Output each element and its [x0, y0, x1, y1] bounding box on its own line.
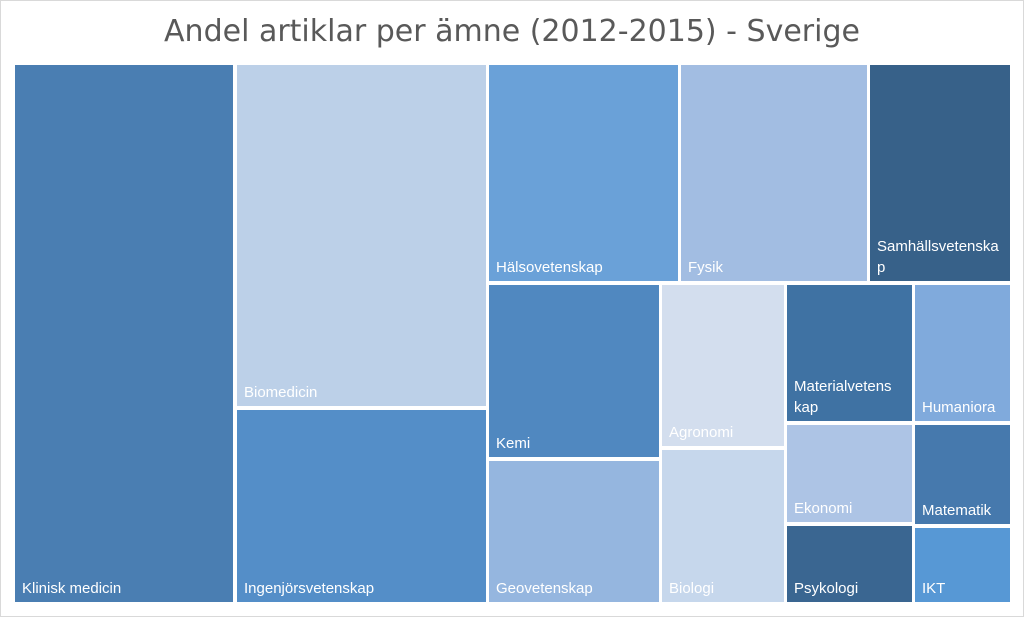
treemap-label-psykologi: Psykologi — [794, 580, 858, 597]
treemap-label-humaniora: Humaniora — [922, 399, 996, 416]
treemap-label-klinisk-medicin: Klinisk medicin — [22, 580, 121, 597]
treemap-label-ikt: IKT — [922, 580, 945, 597]
treemap-tile-ikt — [915, 528, 1010, 602]
treemap-label-geovetenskap: Geovetenskap — [496, 580, 593, 597]
treemap-tile-ekonomi — [787, 425, 912, 522]
treemap-label-ekonomi: Ekonomi — [794, 500, 852, 517]
treemap-tile-matematik — [915, 425, 1010, 524]
treemap-tile-klinisk-medicin — [15, 65, 233, 602]
treemap-tile-humaniora — [915, 285, 1010, 421]
treemap-label-biomedicin: Biomedicin — [244, 384, 317, 401]
treemap-label-kemi: Kemi — [496, 435, 530, 452]
treemap-label-halsovetenskap: Hälsovetenskap — [496, 259, 603, 276]
treemap-label-materialvetens-kap: Materialvetens kap — [794, 378, 892, 416]
treemap-tile-samhallsvetenska-p — [870, 65, 1010, 281]
treemap-tile-biomedicin — [237, 65, 486, 406]
treemap-tile-psykologi — [787, 526, 912, 602]
treemap-tile-fysik — [681, 65, 867, 281]
treemap-label-biologi: Biologi — [669, 580, 714, 597]
treemap-label-agronomi: Agronomi — [669, 424, 733, 441]
treemap-tile-biologi — [662, 450, 784, 602]
treemap-tile-geovetenskap — [489, 461, 659, 602]
treemap-tile-halsovetenskap — [489, 65, 678, 281]
treemap-label-matematik: Matematik — [922, 502, 992, 519]
treemap-tile-ingenjorsvetenskap — [237, 410, 486, 602]
treemap-label-fysik: Fysik — [688, 259, 723, 276]
treemap-tile-agronomi — [662, 285, 784, 446]
treemap-tile-materialvetens-kap — [787, 285, 912, 421]
treemap-tile-kemi — [489, 285, 659, 457]
chart-title: Andel artiklar per ämne (2012-2015) - Sv… — [164, 14, 860, 49]
treemap-label-ingenjorsvetenskap: Ingenjörsvetenskap — [244, 580, 374, 597]
treemap-label-samhallsvetenska-p: Samhällsvetenska p — [877, 238, 999, 276]
